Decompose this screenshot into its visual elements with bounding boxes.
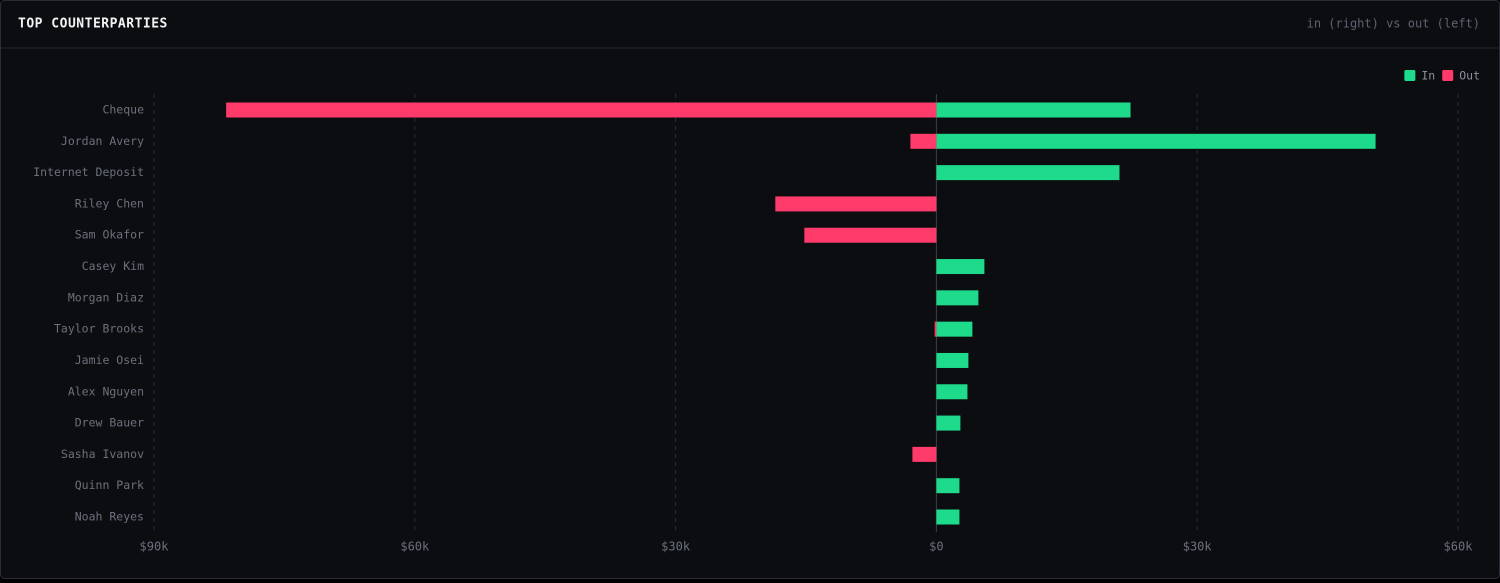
category-label: Sasha Ivanov (61, 447, 144, 461)
x-tick-label: $0 (929, 540, 943, 554)
category-label: Cheque (102, 103, 144, 117)
bar (775, 196, 937, 212)
bar (936, 384, 968, 400)
bar (936, 102, 1131, 118)
category-label: Morgan Diaz (68, 290, 144, 304)
bar (936, 509, 960, 525)
legend-swatch (1442, 70, 1454, 81)
category-label: Sam Okafor (75, 228, 144, 242)
bar (936, 478, 960, 494)
bar (936, 133, 1376, 149)
x-tick-label: $30k (1183, 540, 1213, 554)
legend-swatch (1404, 70, 1416, 81)
bar (936, 415, 961, 431)
bar (936, 259, 985, 275)
bar (912, 446, 937, 462)
bar (936, 290, 979, 306)
category-label: Noah Reyes (75, 510, 144, 524)
bar (936, 352, 969, 368)
x-tick-label: $30k (661, 540, 691, 554)
bar (936, 321, 973, 337)
category-label: Casey Kim (82, 259, 144, 273)
legend-label: In (1421, 69, 1435, 83)
bar (804, 227, 937, 243)
bar (910, 133, 937, 149)
bar (936, 165, 1120, 181)
legend-label: Out (1459, 69, 1480, 83)
category-label: Jamie Osei (75, 353, 144, 367)
bar (934, 321, 937, 337)
x-tick-label: $60k (1444, 540, 1474, 554)
category-label: Taylor Brooks (54, 322, 144, 336)
category-label: Riley Chen (75, 196, 144, 210)
category-label: Alex Nguyen (68, 384, 144, 398)
x-tick-label: $60k (400, 540, 430, 554)
category-label: Jordan Avery (61, 134, 144, 148)
category-label: Drew Bauer (75, 416, 144, 430)
chart-title: TOP COUNTERPARTIES (18, 17, 168, 32)
category-label: Internet Deposit (33, 165, 144, 179)
bar (226, 102, 937, 118)
x-tick-label: $90k (140, 540, 170, 554)
chart-subtitle: in (right) vs out (left) (1307, 17, 1480, 31)
category-label: Quinn Park (75, 478, 144, 492)
